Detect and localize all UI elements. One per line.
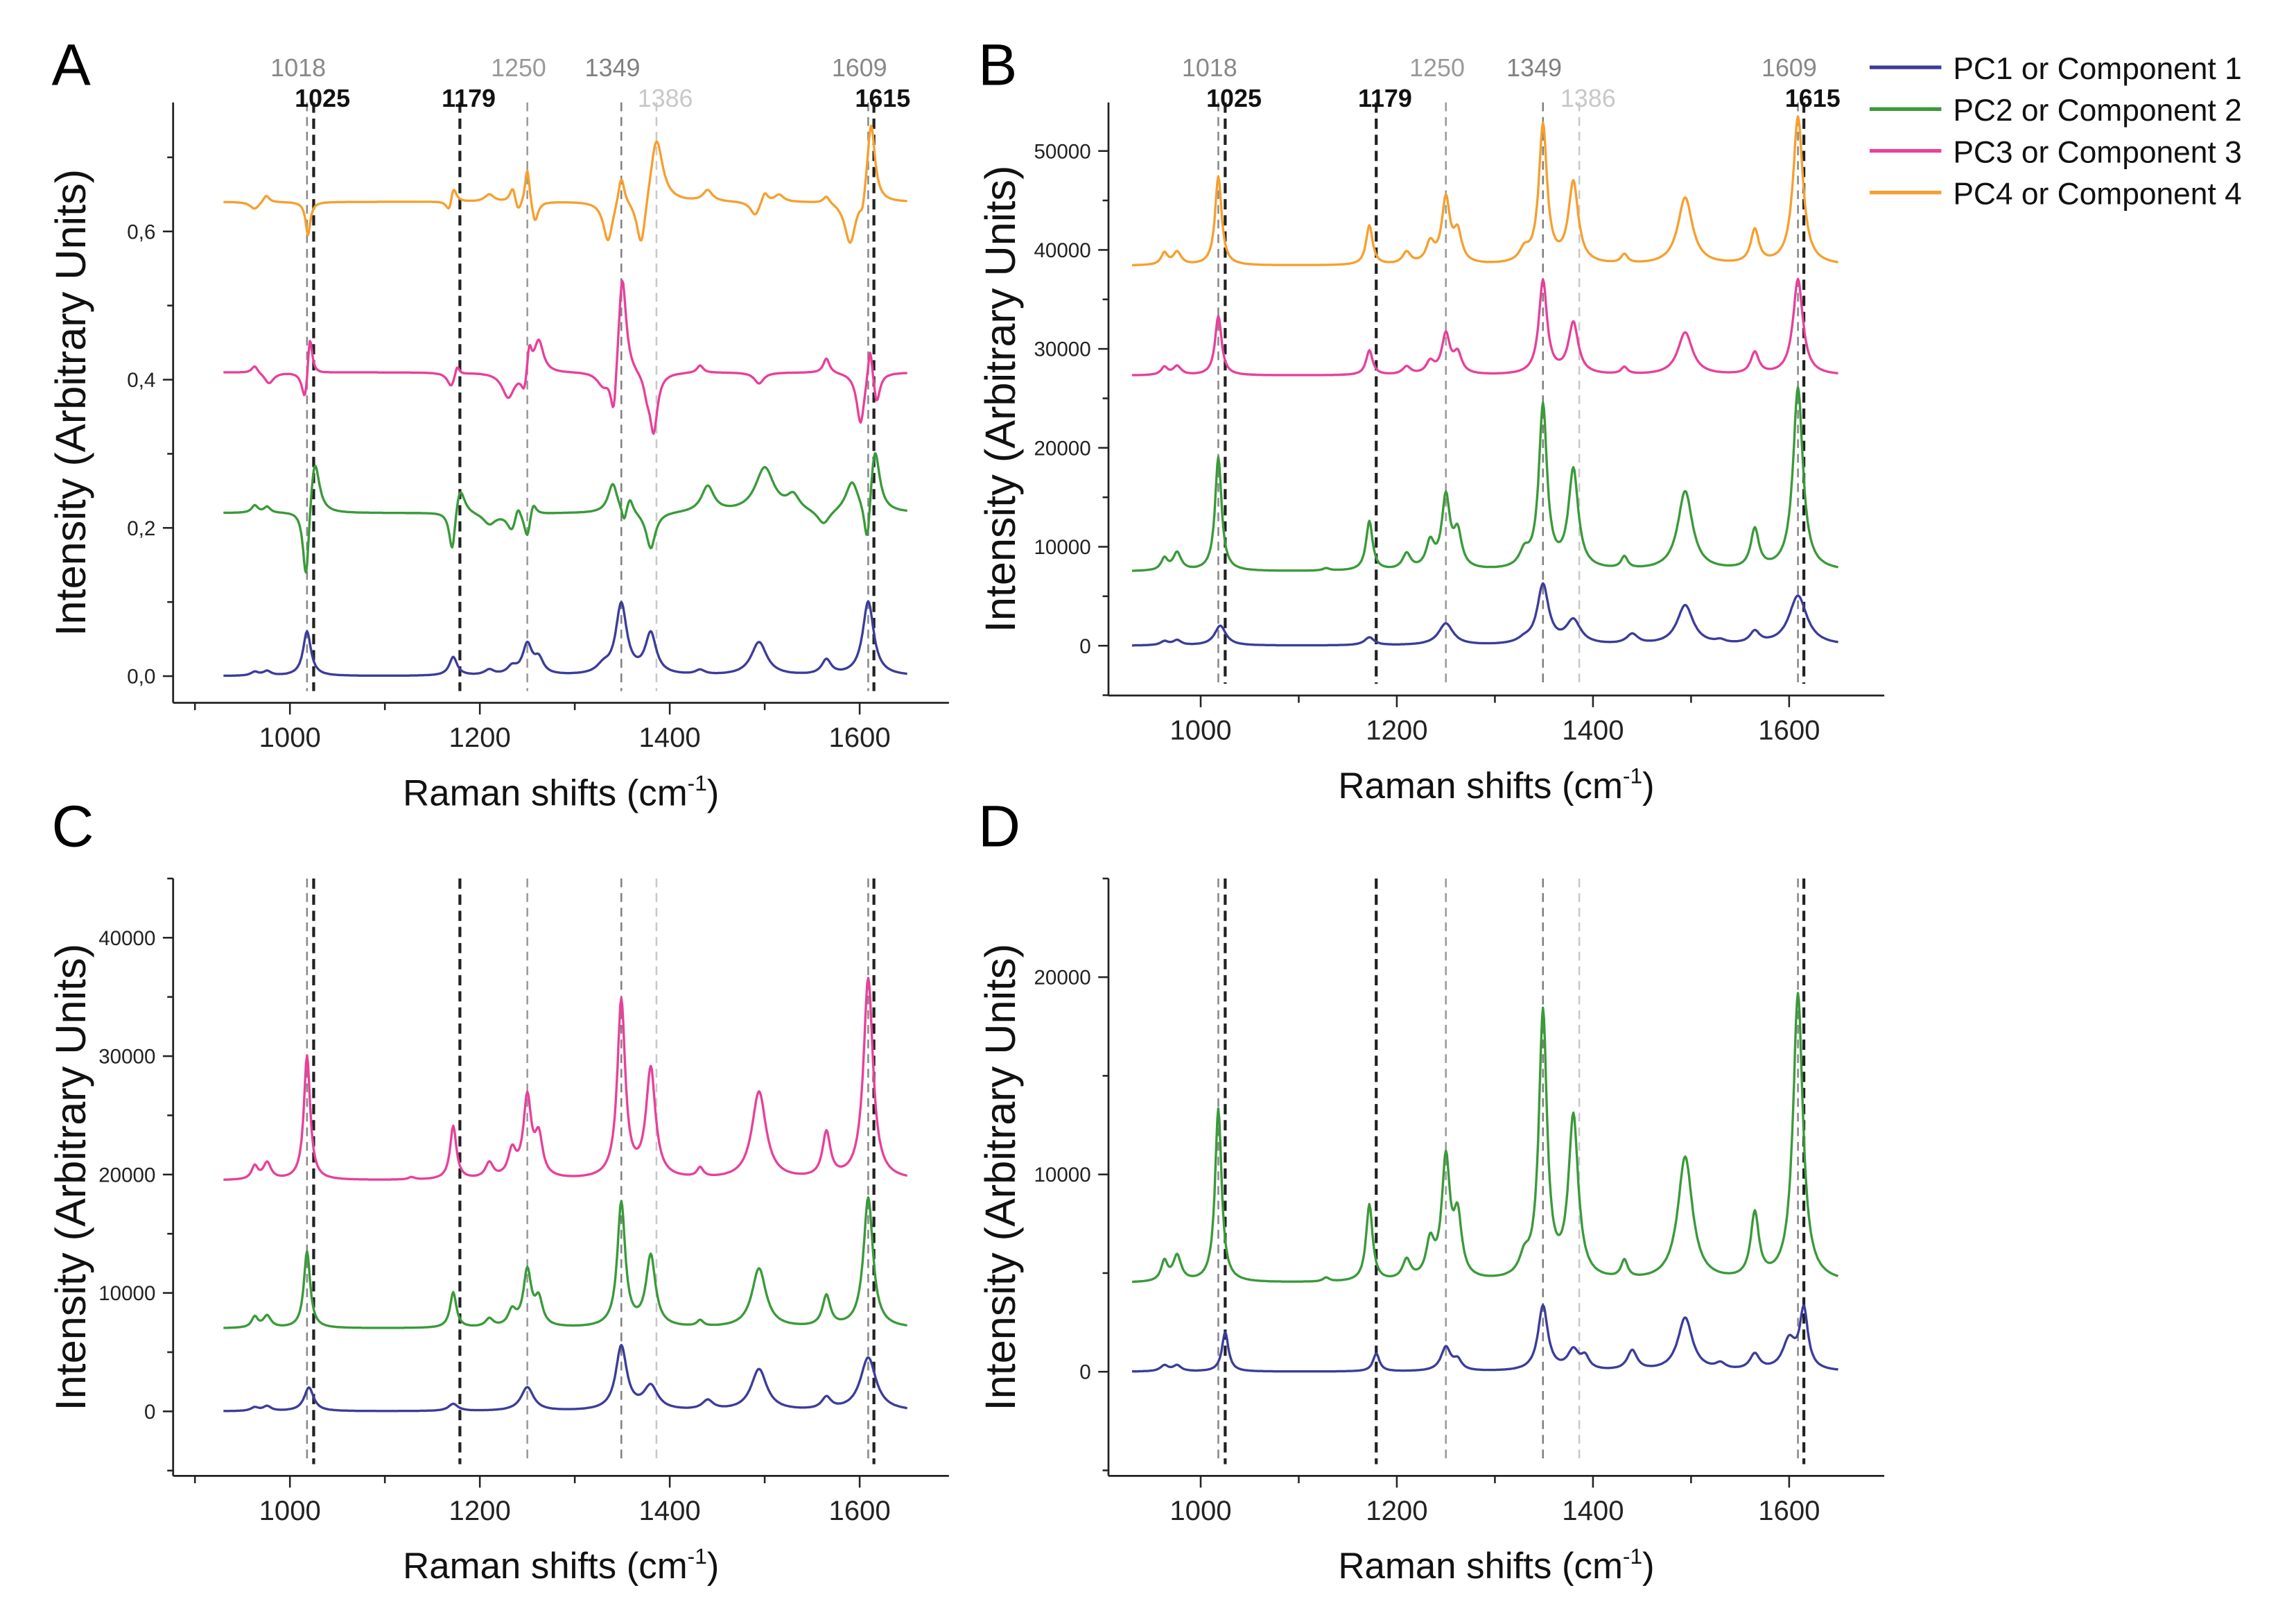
series-line-pc3: [223, 279, 907, 435]
x-tick-label: 1400: [639, 723, 701, 753]
peak-label-1386: 1386: [1560, 85, 1616, 112]
panel-d: D 1000 1200 1400 1600 0 10000 20000 Intensity (A…: [977, 793, 1885, 1587]
series-line-pc3: [223, 976, 907, 1181]
y-tick-label: 10000: [98, 1282, 155, 1305]
panel-c: C 1000 1200 1400 1600 0 10000 20000 30000 40000In…: [47, 793, 949, 1587]
series-line-pc4: [1131, 115, 1838, 267]
x-tick-label: 1000: [259, 1496, 321, 1526]
y-tick-label: 10000: [1034, 1164, 1090, 1186]
y-tick-label: 20000: [1034, 967, 1090, 990]
x-tick-label: 1000: [1169, 715, 1231, 745]
x-tick-label: 1000: [259, 723, 321, 753]
x-axis-label: Raman shifts (cm-1): [403, 1544, 719, 1587]
x-tick-label: 1200: [449, 723, 511, 753]
y-axis-label: Intensity (Arbitrary Units): [977, 166, 1024, 633]
y-axis-label: Intensity (Arbitrary Units): [977, 944, 1024, 1411]
peak-label-1018: 1018: [270, 54, 326, 82]
peak-label-1386: 1386: [638, 85, 693, 112]
peak-label-1250: 1250: [491, 54, 546, 82]
x-axis-label-sup: -1: [688, 1544, 707, 1569]
x-axis-label-text: Raman shifts (cm: [403, 1546, 687, 1587]
series-line-pc1: [223, 1343, 907, 1413]
x-axis-label: Raman shifts (cm-1): [1338, 763, 1654, 806]
y-tick-label: 30000: [1034, 338, 1090, 361]
x-tick-label: 1600: [828, 723, 890, 753]
peak-label-1609: 1609: [832, 54, 887, 82]
x-tick-label: 1600: [828, 1496, 890, 1526]
x-axis-label-text: Raman shifts (cm: [403, 772, 687, 813]
x-tick-label: 1600: [1758, 1496, 1820, 1526]
y-tick-label: 40000: [1034, 239, 1090, 262]
x-axis-label-end: ): [707, 1546, 720, 1587]
x-axis-label-end: ): [707, 772, 720, 813]
peak-label-1615: 1615: [1785, 85, 1841, 112]
series-line-pc2: [223, 1196, 907, 1329]
series-line-pc4: [223, 124, 907, 244]
x-axis-label-end: ): [1642, 766, 1655, 806]
peak-label-1179: 1179: [1358, 85, 1412, 112]
y-tick-label: 10000: [1034, 536, 1090, 559]
y-tick-label: 20000: [1034, 437, 1090, 460]
y-tick-label: 0: [1079, 635, 1090, 658]
peak-label-1179: 1179: [442, 85, 496, 112]
peak-label-1025: 1025: [1206, 85, 1262, 112]
panel-letter: B: [978, 32, 1017, 97]
y-tick-label: 40000: [98, 927, 155, 950]
y-axis-label: Intensity (Arbitrary Units): [47, 944, 94, 1411]
series-line-pc3: [1131, 277, 1838, 377]
peak-label-1609: 1609: [1762, 54, 1817, 82]
legend-label: PC3 or Component 3: [1953, 135, 2241, 169]
legend-label: PC1 or Component 1: [1953, 52, 2241, 86]
x-axis-label: Raman shifts (cm-1): [403, 770, 719, 813]
x-axis-label-text: Raman shifts (cm: [1338, 1546, 1622, 1587]
y-axis-label: Intensity (Arbitrary Units): [47, 169, 94, 637]
x-axis-label-sup: -1: [1623, 763, 1642, 788]
x-axis-label-sup: -1: [688, 770, 707, 795]
y-tick-label: 0,4: [127, 369, 155, 392]
panel-letter: C: [51, 793, 94, 858]
y-tick-label: 30000: [98, 1046, 155, 1069]
y-tick-label: 50000: [1034, 140, 1090, 163]
peak-label-1250: 1250: [1409, 54, 1465, 82]
x-tick-label: 1200: [1366, 1496, 1427, 1526]
y-tick-label: 0,6: [127, 221, 155, 243]
y-tick-label: 0: [1079, 1361, 1090, 1384]
x-tick-label: 1400: [1562, 715, 1624, 745]
panel-a: A 1000 1200 1400 1600 0,0 0,2 0,4 0,6 Intensity (…: [47, 32, 949, 813]
panel-letter: D: [978, 793, 1020, 858]
series-line-pc1: [223, 600, 907, 677]
y-tick-label: 20000: [98, 1164, 155, 1186]
series-line-pc1: [1131, 1304, 1838, 1373]
x-tick-label: 1200: [449, 1496, 511, 1526]
series-line-pc2: [223, 452, 907, 574]
series-line-pc1: [1131, 582, 1838, 647]
legend: PC1 or Component 1 PC2 or Component 2 PC3 …: [1869, 52, 2242, 211]
x-axis-label: Raman shifts (cm-1): [1338, 1544, 1654, 1587]
y-tick-label: 0: [144, 1401, 155, 1424]
x-axis-label-end: ): [1642, 1546, 1655, 1587]
series-line-pc2: [1131, 992, 1839, 1284]
peak-label-1349: 1349: [585, 54, 641, 82]
panel-letter: A: [51, 32, 91, 97]
peak-label-1615: 1615: [855, 85, 910, 112]
x-axis-label-text: Raman shifts (cm: [1338, 766, 1622, 806]
series-line-pc2: [1131, 386, 1838, 572]
y-tick-label: 0,0: [127, 666, 155, 689]
x-tick-label: 1400: [639, 1496, 701, 1526]
y-tick-label: 0,2: [127, 517, 155, 540]
x-tick-label: 1400: [1562, 1496, 1624, 1526]
x-axis-label-sup: -1: [1623, 1544, 1642, 1569]
peak-label-1025: 1025: [295, 85, 350, 112]
legend-label: PC4 or Component 4: [1953, 178, 2241, 211]
peak-label-1349: 1349: [1506, 54, 1562, 82]
panel-b: B 1000 1200 1400 1600 0 10000 20000 30000 40000 50…: [977, 32, 1885, 806]
panels: A 1000 1200 1400 1600 0,0 0,2 0,4 0,6 Intensity (…: [47, 32, 1885, 1587]
x-tick-label: 1200: [1366, 715, 1427, 745]
peak-label-1018: 1018: [1182, 54, 1237, 82]
x-tick-label: 1600: [1758, 715, 1820, 745]
x-tick-label: 1000: [1169, 1496, 1231, 1526]
legend-label: PC2 or Component 2: [1953, 94, 2241, 128]
